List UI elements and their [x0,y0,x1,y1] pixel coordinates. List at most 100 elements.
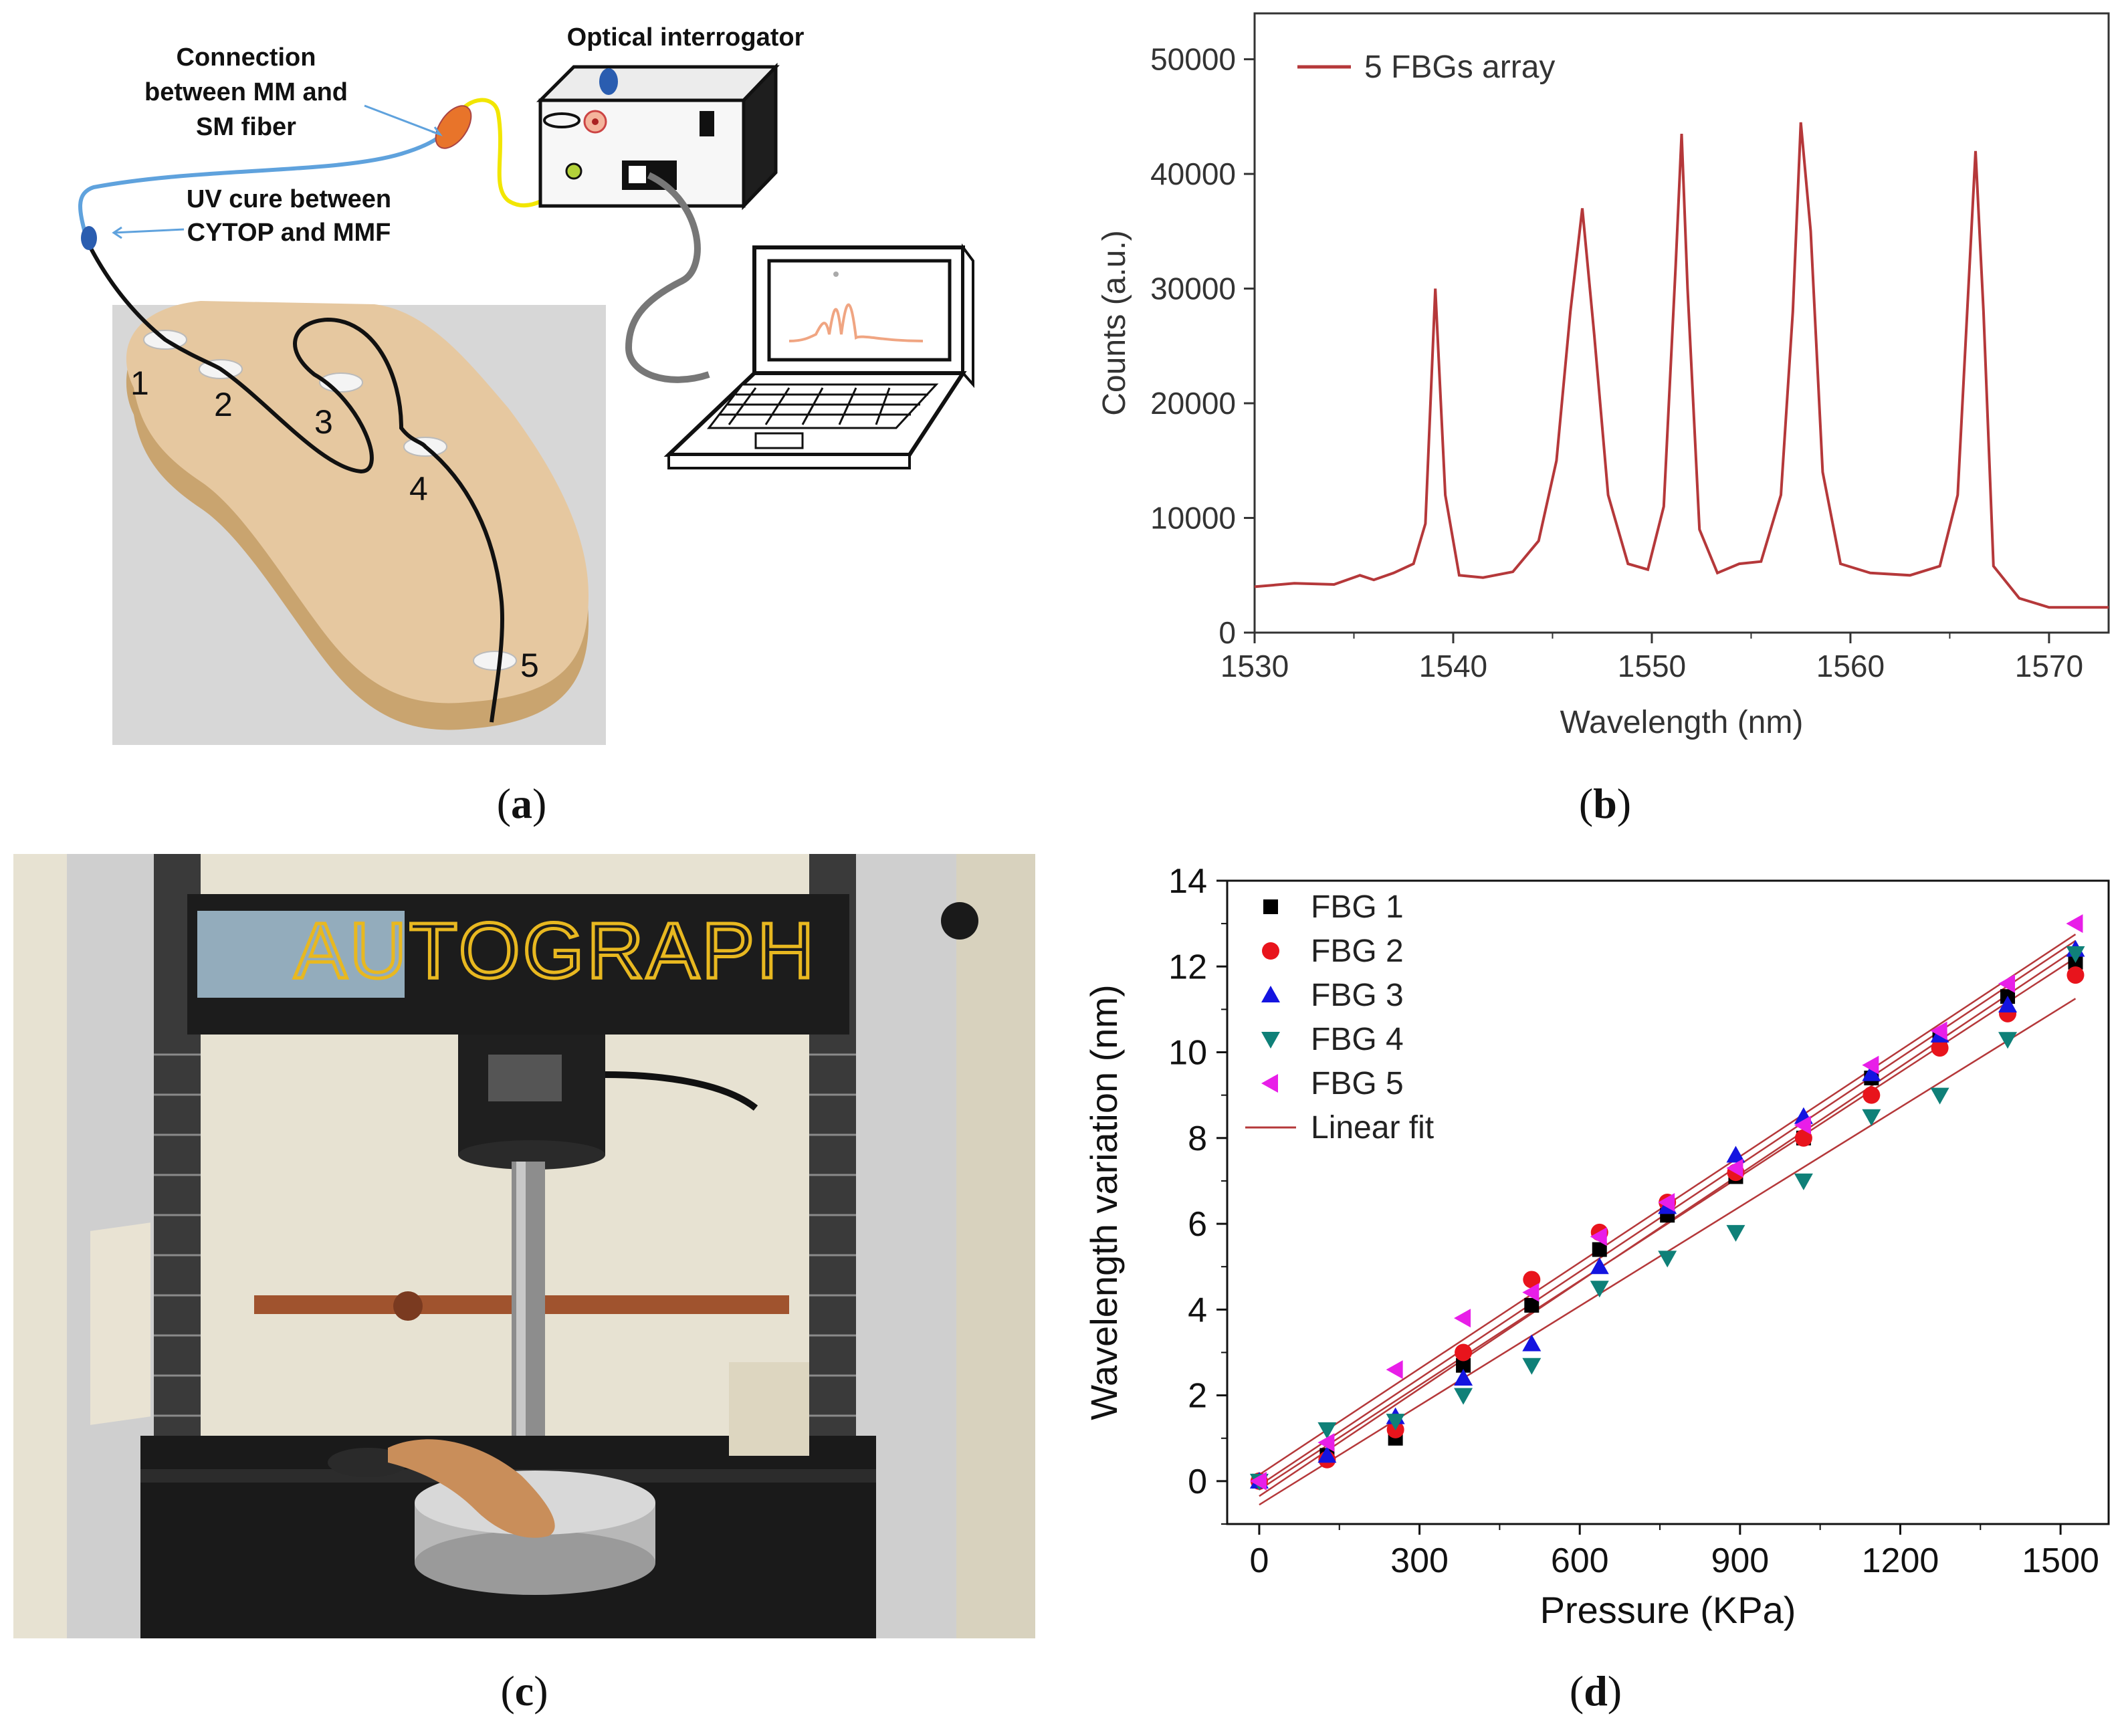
y-tick-label-0: 0 [1188,1462,1207,1501]
insole [126,301,589,703]
point-fbg4-3 [1454,1388,1473,1405]
point-fbg3-9 [1862,1064,1881,1081]
point-fbg5-8 [1794,1115,1811,1135]
legend-label-linear-fit: Linear fit [1311,1110,1434,1146]
pressure-plot-frame [1226,879,2110,1525]
connection-label-line1: Connection [177,43,316,72]
point-fbg1-4 [1524,1297,1540,1313]
point-fbg3-3 [1454,1368,1473,1386]
sensor-number-2: 2 [214,386,233,423]
pressure-axes [1226,879,2110,1525]
panel-d: 0 300 600 900 1200 1500 0 2 4 6 8 10 12 14 FBG 1 FBG … [1070,854,2122,1736]
usb-cable [625,172,710,383]
point-fbg5-9 [1862,1055,1879,1075]
caption-b: (b) [1578,780,1632,827]
legend-marker-fbg4 [1261,1032,1280,1049]
point-fbg4-12 [2066,946,2085,964]
y-tick-label-10: 10 [1168,1034,1207,1073]
sensor-well-5 [473,651,517,671]
y-tick-label-0: 0 [1218,615,1236,650]
point-fbg5-6 [1658,1193,1675,1212]
y-tick-label-14: 14 [1168,862,1207,901]
y-tick-label-50000: 50000 [1150,42,1236,77]
legend-marker-fbg3 [1261,986,1280,1002]
point-fbg3-4 [1522,1334,1542,1351]
x-tick-label-1500: 1500 [2022,1541,2099,1580]
x-tick-label-1530: 1530 [1221,649,1289,683]
y-tick-label-6: 6 [1188,1205,1207,1244]
legend-label-5-fbgs: 5 FBGs array [1364,49,1555,85]
spectrum-x-label: Wavelength (nm) [1560,705,1804,740]
caption-a: (a) [496,780,547,827]
caption-c: (c) [500,1667,548,1715]
point-fbg1-3 [1456,1358,1471,1373]
y-tick-label-2: 2 [1188,1377,1207,1416]
spectrum-ticks: 1530 1540 1550 1560 1570 0 10000 20000 30000 4000… [1150,42,2083,683]
caption-d: (d) [1569,1667,1622,1715]
y-tick-label-4: 4 [1188,1291,1207,1329]
data-points [1249,914,2085,1491]
point-fbg4-9 [1862,1109,1881,1126]
point-fbg5-1 [1317,1433,1335,1452]
x-tick-label-300: 300 [1390,1541,1449,1580]
point-fbg5-2 [1386,1360,1403,1380]
legend-label-fbg3: FBG 3 [1311,978,1404,1013]
point-fbg5-7 [1726,1158,1743,1178]
point-fbg4-11 [1998,1032,2018,1049]
spectrum-line-5-fbgs [1254,122,2109,609]
point-fbg4-7 [1726,1224,1745,1242]
pressure-y-label: Wavelength variation (nm) [1083,984,1125,1420]
point-fbg3-1 [1317,1446,1337,1463]
point-fbg4-4 [1522,1358,1542,1375]
point-fbg4-5 [1590,1281,1609,1298]
point-fbg2-4 [1523,1271,1541,1289]
spectrum-axes [1253,12,2110,634]
sensor-number-labels: 1 2 3 4 5 [130,364,539,684]
y-tick-label-8: 8 [1188,1119,1207,1158]
multimode-fiber [78,126,450,241]
spectrum-legend: 5 FBGs array [1297,49,1555,85]
panel-c: AUTOGRAPH (c) [13,854,1035,1736]
point-fbg4-8 [1794,1173,1813,1190]
point-fbg4-10 [1930,1087,1949,1105]
interrogator-label: Optical interrogator [567,23,805,51]
x-tick-label-1200: 1200 [1862,1541,1939,1580]
point-fbg4-2 [1386,1414,1405,1431]
x-tick-label-1570: 1570 [2015,649,2083,683]
legend-marker-fbg1 [1263,899,1278,914]
sensor-number-4: 4 [409,470,428,508]
point-fbg2-8 [1794,1129,1812,1147]
point-fbg3-5 [1590,1257,1609,1275]
point-fbg2-10 [1931,1039,1949,1057]
y-tick-label-40000: 40000 [1150,156,1236,191]
x-tick-label-1560: 1560 [1816,649,1885,683]
test-machine-photo: AUTOGRAPH [13,854,1035,1638]
uv-cure-joint [81,226,97,250]
x-tick-label-0: 0 [1249,1541,1269,1580]
uv-cure-arrow [113,228,185,234]
legend-marker-fbg2 [1262,942,1279,960]
legend-label-fbg1: FBG 1 [1311,889,1404,925]
point-fbg5-10 [1930,1021,1947,1041]
laptop-screen-spectrum [788,303,924,342]
embedded-fiber [85,239,505,723]
point-fbg5-3 [1454,1309,1471,1328]
connector-arrow [364,104,439,135]
laptop [663,243,974,469]
point-fbg4-1 [1317,1422,1337,1439]
cork-insole [388,1439,555,1538]
y-tick-label-30000: 30000 [1150,272,1236,306]
spectrum-y-label: Counts (a.u.) [1097,230,1132,415]
connection-label-line2: between MM and [144,78,348,106]
setup-schematic: 1 2 3 4 5 Connection between MM and SM f… [78,23,974,745]
point-fbg5-5 [1590,1227,1607,1246]
legend-label-fbg5: FBG 5 [1311,1066,1404,1101]
point-fbg2-12 [2066,966,2085,984]
panel-a: 1 2 3 4 5 Connection between MM and SM f… [0,0,1003,827]
point-fbg2-3 [1455,1343,1473,1362]
uv-cure-label-line1: UV cure between [187,185,391,213]
panel-b: 1530 1540 1550 1560 1570 0 10000 20000 30000 4000… [1070,0,2122,843]
optical-interrogator [536,62,780,211]
y-tick-label-12: 12 [1168,948,1207,986]
point-fbg5-4 [1522,1283,1540,1302]
